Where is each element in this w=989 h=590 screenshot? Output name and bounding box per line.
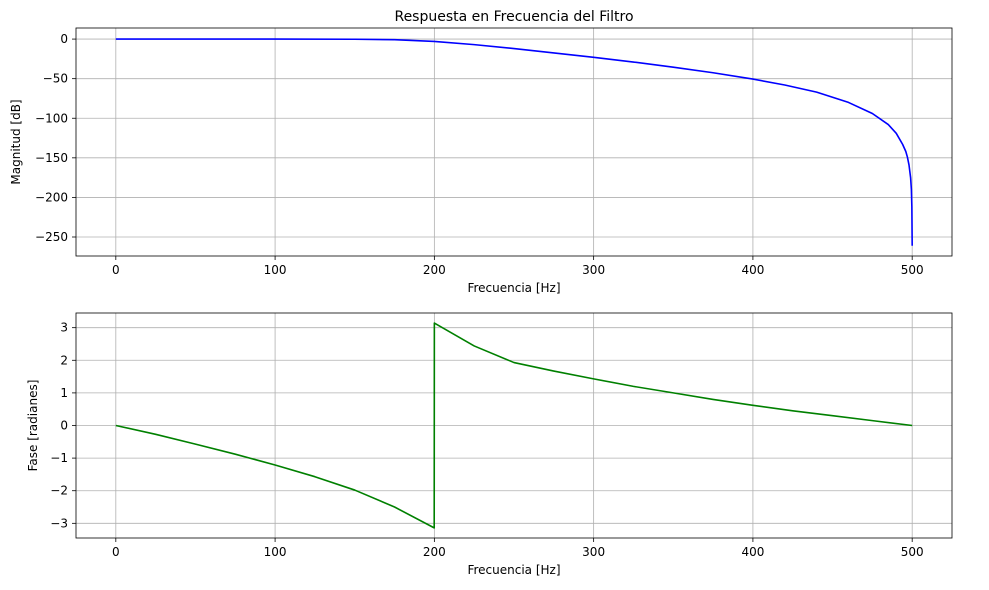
magnitude-y-tick-label: −250 [35, 230, 68, 244]
phase-x-tick-label: 400 [741, 545, 764, 559]
magnitude-x-tick-label: 100 [264, 263, 287, 277]
phase-series-line [115, 322, 913, 529]
phase-x-tick-label: 100 [264, 545, 287, 559]
magnitude-y-axis-label: Magnitud [dB] [9, 99, 23, 184]
phase-plot: 0 100 200 300 400 500 3 2 1 0 −1 −2 −3 Frecuencia [Hz… [26, 312, 953, 577]
magnitude-y-tick-label: 0 [60, 32, 68, 46]
phase-x-tick-label: 0 [112, 545, 120, 559]
phase-y-tick-label: −2 [50, 484, 68, 498]
magnitude-x-tick-label: 0 [112, 263, 120, 277]
magnitude-series-line [115, 38, 913, 246]
magnitude-chart-title: Respuesta en Frecuencia del Filtro [394, 9, 633, 25]
magnitude-plot: 0 100 200 300 400 500 0 −50 −100 −150 −200 −250 Frec… [9, 9, 953, 295]
phase-y-tick-label: 3 [60, 321, 68, 335]
phase-x-tick-label: 300 [582, 545, 605, 559]
phase-y-tick-label: 1 [60, 386, 68, 400]
phase-x-tick-label: 500 [901, 545, 924, 559]
phase-y-tick-label: −3 [50, 516, 68, 530]
magnitude-x-tick-label: 300 [582, 263, 605, 277]
phase-y-tick-label: 2 [60, 353, 68, 367]
magnitude-x-tick-label: 200 [423, 263, 446, 277]
magnitude-x-tick-label: 500 [901, 263, 924, 277]
phase-y-axis-label: Fase [radianes] [26, 380, 40, 472]
magnitude-y-tick-label: −200 [35, 190, 68, 204]
magnitude-x-axis-label: Frecuencia [Hz] [467, 281, 560, 295]
phase-x-tick-label: 200 [423, 545, 446, 559]
phase-y-tick-label: 0 [60, 419, 68, 433]
magnitude-y-tick-label: −150 [35, 151, 68, 165]
phase-x-axis-label: Frecuencia [Hz] [467, 563, 560, 577]
magnitude-y-tick-label: −50 [43, 72, 68, 86]
magnitude-x-tick-label: 400 [741, 263, 764, 277]
magnitude-axes-frame [75, 27, 953, 257]
phase-y-tick-label: −1 [50, 451, 68, 465]
magnitude-y-tick-label: −100 [35, 111, 68, 125]
